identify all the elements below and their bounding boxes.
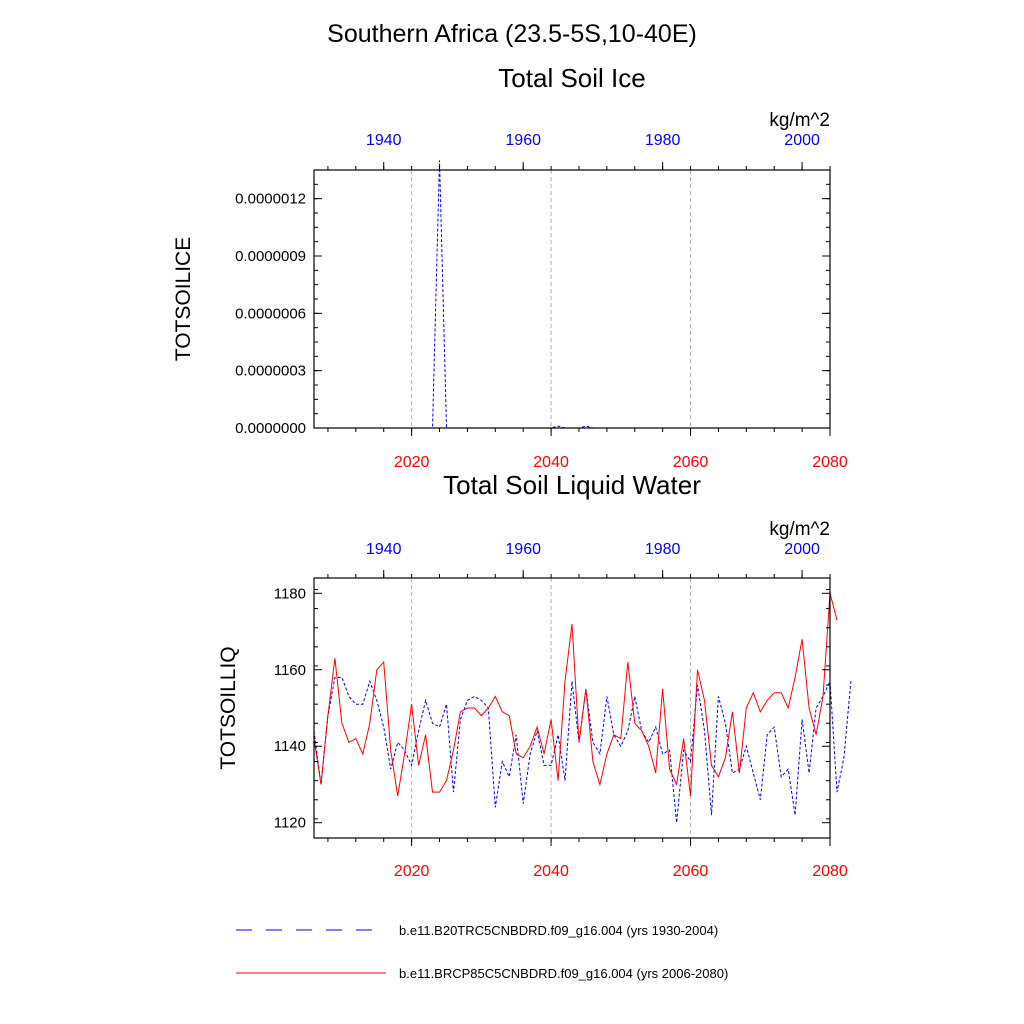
y-axis-label: TOTSOILLIQ	[217, 646, 240, 769]
x-top-tick-label: 2000	[784, 541, 820, 558]
series-line-historical	[313, 676, 852, 823]
y-tick-label: 1120	[274, 815, 306, 832]
y-tick-label: 0.0000000	[235, 420, 306, 437]
legend-label-0: b.e11.B20TRC5CNBDRD.f09_g16.004 (yrs 193…	[399, 923, 718, 938]
series-line-future	[313, 593, 838, 796]
panel-title: Total Soil Ice	[498, 63, 645, 93]
x-bottom-tick-label: 2080	[812, 863, 848, 880]
plot-frame	[313, 169, 831, 429]
panel-total-soil-liquid-water: Total Soil Liquid Water kg/m^2 TOTSOILLIQ 1…	[217, 470, 852, 880]
legend-label-1: b.e11.BRCP85C5CNBDRD.f09_g16.004 (yrs 20…	[399, 966, 728, 981]
panel-title: Total Soil Liquid Water	[443, 470, 701, 500]
y-tick-label: 0.0000012	[235, 191, 306, 208]
y-tick-label: 0.0000009	[235, 248, 306, 265]
x-bottom-tick-label: 2060	[673, 454, 709, 471]
units-label: kg/m^2	[769, 519, 830, 540]
units-label: kg/m^2	[769, 110, 830, 131]
main-title: Southern Africa (23.5-5S,10-40E)	[327, 20, 697, 48]
x-top-tick-label: 1960	[505, 541, 541, 558]
x-bottom-tick-label: 2080	[812, 454, 848, 471]
x-top-tick-label: 1940	[366, 132, 402, 149]
legend: b.e11.B20TRC5CNBDRD.f09_g16.004 (yrs 193…	[236, 923, 728, 981]
x-top-tick-label: 2000	[784, 132, 820, 149]
y-tick-label: 0.0000006	[235, 305, 306, 322]
y-tick-label: 1140	[274, 738, 306, 755]
x-top-tick-label: 1960	[505, 132, 541, 149]
x-bottom-tick-label: 2020	[394, 454, 430, 471]
y-tick-label: 1180	[274, 585, 306, 602]
x-bottom-tick-label: 2040	[533, 863, 569, 880]
y-tick-label: 1160	[274, 662, 306, 679]
x-top-tick-label: 1980	[645, 132, 681, 149]
series-line-historical	[314, 160, 830, 429]
y-tick-label: 0.0000003	[235, 363, 306, 380]
x-bottom-tick-label: 2040	[533, 454, 569, 471]
y-axis-label: TOTSOILICE	[172, 237, 195, 361]
x-bottom-tick-label: 2060	[673, 863, 709, 880]
panel-total-soil-ice: Total Soil Ice kg/m^2 TOTSOILICE 0.0000000 0…	[172, 63, 848, 471]
x-top-tick-label: 1940	[366, 541, 402, 558]
x-bottom-tick-label: 2020	[394, 863, 430, 880]
plot-frame	[313, 577, 831, 839]
x-top-tick-label: 1980	[645, 541, 681, 558]
